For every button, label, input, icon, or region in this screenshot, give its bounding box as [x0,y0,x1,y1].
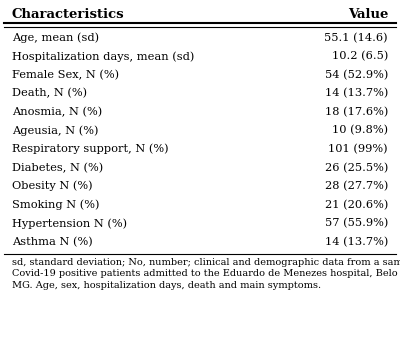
Text: Death, N (%): Death, N (%) [12,88,87,99]
Text: sd, standard deviation; No, number; clinical and demographic data from a sample : sd, standard deviation; No, number; clin… [12,258,400,290]
Text: Ageusia, N (%): Ageusia, N (%) [12,125,98,136]
Text: Asthma N (%): Asthma N (%) [12,237,93,247]
Text: Diabetes, N (%): Diabetes, N (%) [12,162,103,173]
Text: 57 (55.9%): 57 (55.9%) [325,218,388,229]
Text: Respiratory support, N (%): Respiratory support, N (%) [12,144,169,154]
Text: 14 (13.7%): 14 (13.7%) [325,237,388,247]
Text: 14 (13.7%): 14 (13.7%) [325,88,388,99]
Text: Hypertension N (%): Hypertension N (%) [12,218,127,229]
Text: Smoking N (%): Smoking N (%) [12,199,100,210]
Text: Characteristics: Characteristics [12,8,125,21]
Text: 18 (17.6%): 18 (17.6%) [325,107,388,117]
Text: Age, mean (sd): Age, mean (sd) [12,33,99,43]
Text: 28 (27.7%): 28 (27.7%) [325,181,388,191]
Text: 21 (20.6%): 21 (20.6%) [325,199,388,210]
Text: 26 (25.5%): 26 (25.5%) [325,162,388,173]
Text: 10.2 (6.5): 10.2 (6.5) [332,51,388,62]
Text: 55.1 (14.6): 55.1 (14.6) [324,33,388,43]
Text: Hospitalization days, mean (sd): Hospitalization days, mean (sd) [12,51,194,62]
Text: Value: Value [348,8,388,21]
Text: Obesity N (%): Obesity N (%) [12,181,93,191]
Text: 54 (52.9%): 54 (52.9%) [325,70,388,80]
Text: 101 (99%): 101 (99%) [328,144,388,154]
Text: 10 (9.8%): 10 (9.8%) [332,125,388,136]
Text: Female Sex, N (%): Female Sex, N (%) [12,70,119,80]
Text: Anosmia, N (%): Anosmia, N (%) [12,107,102,117]
